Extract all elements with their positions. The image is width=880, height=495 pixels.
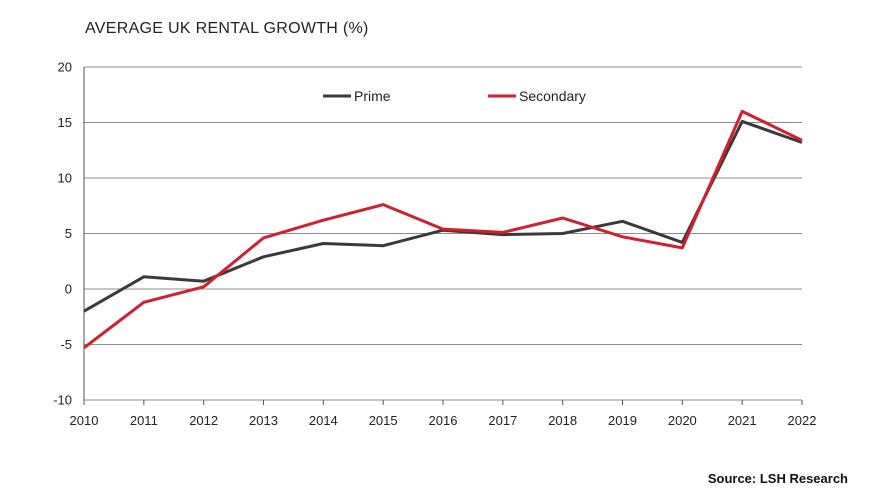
x-tick-label: 2015 xyxy=(369,413,398,428)
x-tick-labels: 2010 2011 2012 2013 2014 2015 2016 2017 2018 2019… xyxy=(70,413,817,428)
x-tick-label: 2013 xyxy=(249,413,278,428)
x-tick-label: 2016 xyxy=(429,413,458,428)
legend-label-secondary: Secondary xyxy=(519,88,586,104)
x-tick-label: 2014 xyxy=(309,413,338,428)
y-tick-label: 10 xyxy=(58,171,72,186)
y-tick-label: 15 xyxy=(58,115,72,130)
y-tick-label: -10 xyxy=(53,393,72,408)
y-tick-label: 20 xyxy=(58,60,72,75)
axes xyxy=(83,67,803,405)
x-tick-label: 2021 xyxy=(728,413,757,428)
series-lines xyxy=(83,109,803,349)
y-tick-label: 0 xyxy=(65,282,72,297)
x-tick-label: 2018 xyxy=(548,413,577,428)
x-tick-label: 2011 xyxy=(130,413,158,428)
gridlines xyxy=(84,66,802,401)
x-tick-label: 2017 xyxy=(488,413,517,428)
legend-label-prime: Prime xyxy=(354,88,391,104)
y-tick-label: -5 xyxy=(60,337,72,352)
y-tick-label: 5 xyxy=(65,226,72,241)
series-line-prime xyxy=(83,119,803,313)
source-note: Source: LSH Research xyxy=(707,471,848,486)
y-tick-labels: 20 15 10 5 0 -5 -10 xyxy=(53,60,72,408)
x-tick-label: 2022 xyxy=(788,413,817,428)
x-tick-label: 2010 xyxy=(70,413,99,428)
x-tick-label: 2020 xyxy=(668,413,697,428)
x-tick-label: 2019 xyxy=(608,413,637,428)
legend: Prime Secondary xyxy=(323,88,586,104)
chart-title: AVERAGE UK RENTAL GROWTH (%) xyxy=(85,20,369,37)
series-line-secondary xyxy=(83,109,803,349)
x-tick-label: 2012 xyxy=(189,413,218,428)
